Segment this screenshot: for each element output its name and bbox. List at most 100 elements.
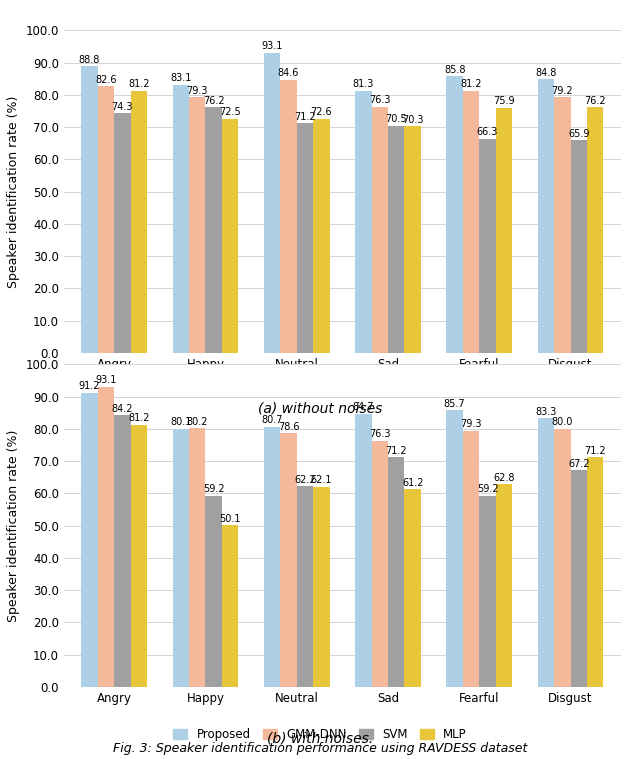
Text: 76.2: 76.2: [203, 96, 225, 106]
Text: 84.8: 84.8: [535, 68, 557, 77]
Bar: [447, 411, 463, 687]
Text: 83.3: 83.3: [535, 407, 557, 417]
Bar: [264, 52, 280, 353]
Text: 75.9: 75.9: [493, 96, 515, 106]
Text: 93.1: 93.1: [261, 41, 283, 51]
Bar: [297, 487, 313, 687]
Text: 76.3: 76.3: [369, 429, 390, 439]
Bar: [81, 67, 98, 353]
Text: 67.2: 67.2: [568, 458, 589, 468]
Text: 79.2: 79.2: [552, 86, 573, 96]
Text: 61.2: 61.2: [402, 478, 424, 488]
Text: (a) without noises: (a) without noises: [258, 402, 382, 415]
Bar: [496, 108, 512, 353]
Bar: [131, 425, 147, 687]
Bar: [372, 107, 388, 353]
Bar: [571, 470, 587, 687]
Text: 84.2: 84.2: [111, 404, 133, 414]
Bar: [189, 428, 205, 687]
Text: 85.8: 85.8: [444, 65, 465, 74]
Bar: [388, 125, 404, 353]
Text: 81.3: 81.3: [353, 79, 374, 89]
Text: 80.1: 80.1: [170, 417, 191, 427]
Bar: [479, 496, 496, 687]
Bar: [404, 126, 421, 353]
Bar: [571, 140, 587, 353]
Text: 72.5: 72.5: [220, 108, 241, 118]
Text: Fig. 3: Speaker identification performance using RAVDESS dataset: Fig. 3: Speaker identification performan…: [113, 742, 527, 755]
Bar: [313, 487, 330, 687]
Text: 81.2: 81.2: [460, 80, 482, 90]
Bar: [479, 139, 496, 353]
Bar: [189, 97, 205, 353]
Bar: [538, 418, 554, 687]
Bar: [538, 80, 554, 353]
Bar: [280, 433, 297, 687]
Bar: [222, 525, 238, 687]
Text: 71.2: 71.2: [385, 446, 407, 455]
Text: 70.5: 70.5: [385, 114, 407, 124]
Text: 76.3: 76.3: [369, 95, 390, 106]
Text: 71.2: 71.2: [294, 112, 316, 121]
Bar: [447, 76, 463, 353]
Bar: [463, 91, 479, 353]
Legend: Proposed, GMM-DNN, SVM, MLP: Proposed, GMM-DNN, SVM, MLP: [168, 395, 472, 417]
Y-axis label: Speaker identification rate (%): Speaker identification rate (%): [7, 96, 20, 288]
Text: 84.7: 84.7: [353, 402, 374, 412]
Bar: [297, 123, 313, 353]
Bar: [173, 85, 189, 353]
Bar: [114, 415, 131, 687]
Y-axis label: Speaker identification rate (%): Speaker identification rate (%): [7, 430, 20, 622]
Text: 65.9: 65.9: [568, 129, 589, 139]
Text: 62.8: 62.8: [493, 473, 515, 483]
Text: 80.7: 80.7: [261, 415, 283, 425]
Bar: [81, 392, 98, 687]
Text: 93.1: 93.1: [95, 375, 116, 385]
Text: 72.6: 72.6: [310, 107, 332, 117]
Bar: [131, 91, 147, 353]
Bar: [355, 90, 372, 353]
Bar: [463, 431, 479, 687]
Bar: [355, 414, 372, 687]
Text: 76.2: 76.2: [584, 96, 606, 106]
Text: 62.2: 62.2: [294, 474, 316, 485]
Bar: [496, 484, 512, 687]
Bar: [205, 496, 222, 687]
Text: 91.2: 91.2: [79, 381, 100, 391]
Bar: [205, 107, 222, 353]
Text: 78.6: 78.6: [278, 422, 300, 432]
Text: 79.3: 79.3: [186, 86, 208, 96]
Bar: [554, 97, 571, 353]
Text: 82.6: 82.6: [95, 75, 116, 85]
Text: 71.2: 71.2: [584, 446, 606, 455]
Bar: [280, 80, 297, 353]
Bar: [98, 386, 114, 687]
Bar: [587, 107, 604, 353]
Text: 83.1: 83.1: [170, 74, 191, 83]
Bar: [264, 427, 280, 687]
Bar: [404, 490, 421, 687]
Bar: [173, 429, 189, 687]
Text: 62.1: 62.1: [310, 475, 332, 485]
Bar: [114, 113, 131, 353]
Legend: Proposed, GMM-DNN, SVM, MLP: Proposed, GMM-DNN, SVM, MLP: [168, 723, 472, 745]
Text: 88.8: 88.8: [79, 55, 100, 65]
Bar: [98, 87, 114, 353]
Text: 59.2: 59.2: [477, 484, 499, 494]
Text: 66.3: 66.3: [477, 128, 498, 137]
Text: 50.1: 50.1: [220, 514, 241, 524]
Bar: [388, 457, 404, 687]
Text: (b) with noises.: (b) with noises.: [267, 732, 373, 745]
Text: 80.0: 80.0: [552, 417, 573, 427]
Text: 70.3: 70.3: [402, 115, 424, 124]
Bar: [372, 441, 388, 687]
Text: 81.2: 81.2: [128, 414, 150, 424]
Bar: [313, 118, 330, 353]
Bar: [554, 429, 571, 687]
Text: 85.7: 85.7: [444, 398, 465, 409]
Text: 80.2: 80.2: [186, 417, 208, 427]
Text: 81.2: 81.2: [128, 80, 150, 90]
Bar: [587, 457, 604, 687]
Bar: [222, 119, 238, 353]
Text: 59.2: 59.2: [203, 484, 225, 494]
